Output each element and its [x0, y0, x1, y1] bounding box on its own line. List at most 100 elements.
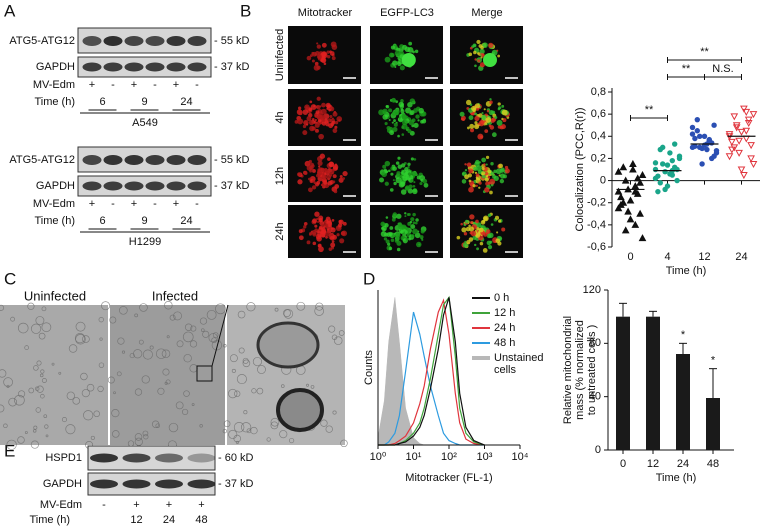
signal — [313, 181, 317, 185]
signal — [416, 241, 422, 248]
signal — [480, 220, 486, 225]
band — [124, 181, 144, 191]
point — [689, 131, 696, 137]
texture — [83, 410, 94, 421]
point — [631, 187, 640, 195]
texture — [61, 417, 67, 423]
texture — [270, 417, 280, 427]
x-tick-label: 48 — [707, 458, 719, 470]
signal — [411, 118, 416, 123]
point — [732, 122, 741, 130]
signal — [498, 106, 502, 110]
signal — [325, 231, 330, 237]
micrograph — [0, 305, 108, 445]
signal — [484, 187, 490, 193]
signal — [474, 243, 477, 247]
texture — [331, 334, 338, 341]
signal — [474, 171, 478, 175]
size-marker: - 37 kD — [214, 61, 250, 73]
row-label: Time (h) — [34, 96, 75, 108]
texture — [133, 349, 143, 359]
texture — [112, 430, 120, 438]
texture — [306, 383, 309, 387]
signal — [394, 232, 401, 239]
signal — [318, 116, 322, 120]
column-header: Merge — [471, 7, 502, 19]
point — [672, 141, 678, 147]
signal — [480, 45, 484, 50]
histogram-curve — [378, 298, 485, 446]
point — [621, 226, 630, 234]
band — [82, 62, 102, 72]
texture — [256, 387, 264, 395]
signal — [309, 165, 314, 171]
band — [187, 453, 216, 463]
texture — [34, 386, 40, 391]
signal — [471, 105, 477, 111]
signal — [397, 156, 401, 160]
signal — [320, 231, 324, 235]
texture — [274, 307, 279, 312]
band — [145, 155, 165, 165]
texture — [8, 397, 18, 407]
signal — [336, 116, 343, 122]
signal — [392, 166, 397, 171]
signal — [398, 181, 405, 188]
signal — [308, 177, 311, 181]
band — [103, 155, 123, 165]
point — [730, 144, 739, 152]
treatment: - — [102, 499, 106, 511]
point — [657, 180, 663, 186]
signal — [468, 226, 475, 232]
point — [725, 131, 734, 139]
texture — [74, 333, 86, 344]
significance: ** — [645, 104, 654, 116]
point — [619, 163, 628, 171]
signal — [487, 245, 493, 250]
signal — [306, 240, 311, 245]
significance: ** — [682, 63, 691, 75]
texture — [111, 409, 120, 418]
texture — [168, 422, 179, 433]
significance: N.S. — [712, 63, 733, 75]
texture — [266, 437, 271, 442]
signal — [407, 172, 411, 176]
signal — [468, 237, 474, 242]
signal — [482, 42, 488, 48]
signal — [490, 172, 495, 176]
signal — [394, 66, 397, 69]
error-bar — [679, 342, 687, 354]
signal — [318, 165, 321, 168]
signal — [478, 161, 481, 164]
signal — [308, 119, 315, 126]
point — [732, 124, 741, 132]
signal — [482, 215, 489, 222]
signal — [382, 164, 387, 169]
point — [735, 137, 743, 145]
texture — [28, 387, 35, 394]
signal — [420, 119, 424, 124]
signal — [408, 175, 414, 180]
signal — [464, 219, 469, 224]
texture — [246, 428, 252, 434]
texture — [238, 347, 245, 354]
signal — [501, 227, 506, 232]
point — [699, 161, 705, 167]
texture — [199, 317, 208, 325]
texture — [14, 394, 25, 406]
signal — [390, 52, 395, 58]
signal — [381, 225, 387, 232]
x-tick-label: 24 — [677, 458, 689, 470]
signal — [318, 133, 325, 140]
texture — [30, 440, 39, 449]
signal — [390, 45, 395, 50]
signal — [391, 217, 396, 222]
x-tick-label: 4 — [664, 251, 670, 263]
signal — [308, 232, 312, 236]
texture — [41, 306, 47, 312]
texture — [338, 330, 345, 336]
signal — [303, 225, 307, 229]
signal — [329, 228, 332, 231]
point — [728, 138, 736, 146]
